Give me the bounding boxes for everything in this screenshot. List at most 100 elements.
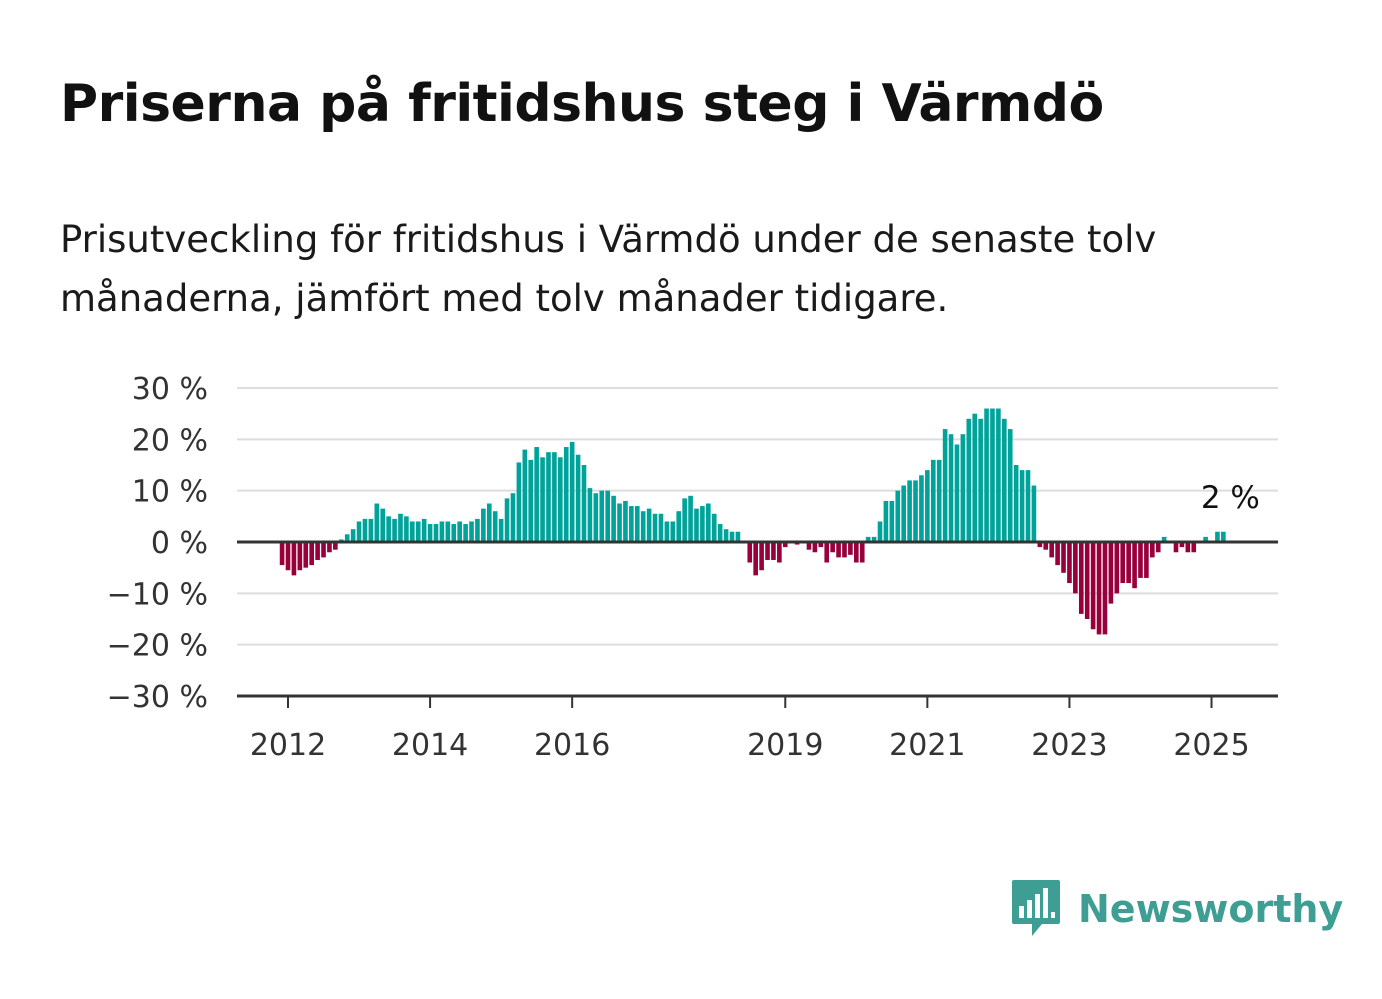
bar xyxy=(575,454,581,542)
y-tick-label: 30 % xyxy=(132,372,208,407)
bar xyxy=(859,542,865,563)
bar xyxy=(706,503,711,542)
bar xyxy=(1019,470,1025,542)
bar xyxy=(1067,542,1072,584)
bar xyxy=(1084,542,1090,619)
bar xyxy=(1037,542,1043,548)
bar xyxy=(777,542,782,563)
bar xyxy=(960,434,966,542)
bar xyxy=(321,542,326,558)
bar xyxy=(1090,542,1096,630)
bar xyxy=(1120,542,1126,584)
bar xyxy=(1007,429,1013,542)
bar xyxy=(593,493,599,542)
bar xyxy=(806,542,812,550)
bar xyxy=(658,513,664,542)
bar xyxy=(1078,542,1084,614)
bar xyxy=(871,536,877,542)
bar xyxy=(1126,542,1131,584)
bar xyxy=(901,485,906,542)
bar xyxy=(279,542,285,566)
bar xyxy=(303,542,309,568)
bar xyxy=(439,521,445,542)
bar xyxy=(972,413,978,542)
bar xyxy=(445,521,451,542)
bar xyxy=(759,542,764,571)
chart-title: Priserna på fritidshus steg i Värmdö xyxy=(60,74,1104,134)
bar xyxy=(492,511,498,542)
bar xyxy=(830,542,835,553)
newsworthy-wordmark: Newsworthy xyxy=(1078,887,1344,931)
bar xyxy=(848,542,853,555)
bar xyxy=(486,503,492,542)
bar xyxy=(1114,542,1120,594)
bar xyxy=(664,521,670,542)
bar xyxy=(753,542,758,576)
bar xyxy=(309,542,314,566)
bar xyxy=(1179,542,1185,548)
bar xyxy=(700,506,705,542)
bar xyxy=(611,495,616,542)
bar xyxy=(1031,485,1037,542)
bar xyxy=(629,506,634,542)
bar xyxy=(599,490,605,542)
bar xyxy=(540,457,545,542)
bar xyxy=(954,444,960,542)
bar xyxy=(936,459,942,542)
bar xyxy=(1150,542,1155,558)
bar xyxy=(984,408,989,542)
bar xyxy=(1096,542,1102,635)
bar xyxy=(380,508,386,542)
bar xyxy=(978,418,983,542)
bar xyxy=(1144,542,1149,578)
bar xyxy=(534,447,539,542)
bar xyxy=(1102,542,1108,635)
y-tick-label: −10 % xyxy=(107,577,208,612)
bar xyxy=(854,542,859,563)
bar xyxy=(558,457,563,542)
bar xyxy=(990,408,995,542)
bar xyxy=(865,536,871,542)
bar xyxy=(368,518,374,542)
bar xyxy=(356,521,362,542)
bar xyxy=(836,542,841,558)
x-tick-label: 2016 xyxy=(534,728,610,763)
bar xyxy=(1173,542,1179,553)
bar xyxy=(913,480,918,542)
bar xyxy=(569,441,575,542)
bar xyxy=(563,447,569,542)
bar xyxy=(291,542,297,576)
bar xyxy=(1138,542,1143,578)
bar xyxy=(1215,531,1220,542)
bar xyxy=(782,542,788,548)
bar xyxy=(522,449,528,542)
bar xyxy=(392,518,397,542)
y-tick-label: 0 % xyxy=(151,526,208,561)
bar xyxy=(410,521,415,542)
bar xyxy=(676,511,682,542)
x-tick-label: 2012 xyxy=(250,728,326,763)
bar xyxy=(747,542,753,563)
bar xyxy=(421,518,427,542)
bar xyxy=(1043,542,1049,550)
bar xyxy=(966,418,972,542)
bar xyxy=(475,518,480,542)
bar xyxy=(504,498,510,542)
x-tick-label: 2025 xyxy=(1173,728,1249,763)
bar xyxy=(1061,542,1066,573)
bar xyxy=(1132,542,1137,589)
bar xyxy=(1049,542,1054,558)
bar xyxy=(723,529,729,542)
bar xyxy=(717,524,723,542)
bar xyxy=(297,542,303,571)
bar xyxy=(1155,542,1161,553)
bar xyxy=(824,542,830,563)
bar xyxy=(333,542,338,550)
y-tick-label: −30 % xyxy=(107,680,208,715)
x-tick-label: 2014 xyxy=(392,728,468,763)
bar xyxy=(1185,542,1191,553)
bar xyxy=(552,452,557,542)
bar xyxy=(711,513,717,542)
bar xyxy=(1161,536,1167,542)
bar xyxy=(581,465,587,542)
